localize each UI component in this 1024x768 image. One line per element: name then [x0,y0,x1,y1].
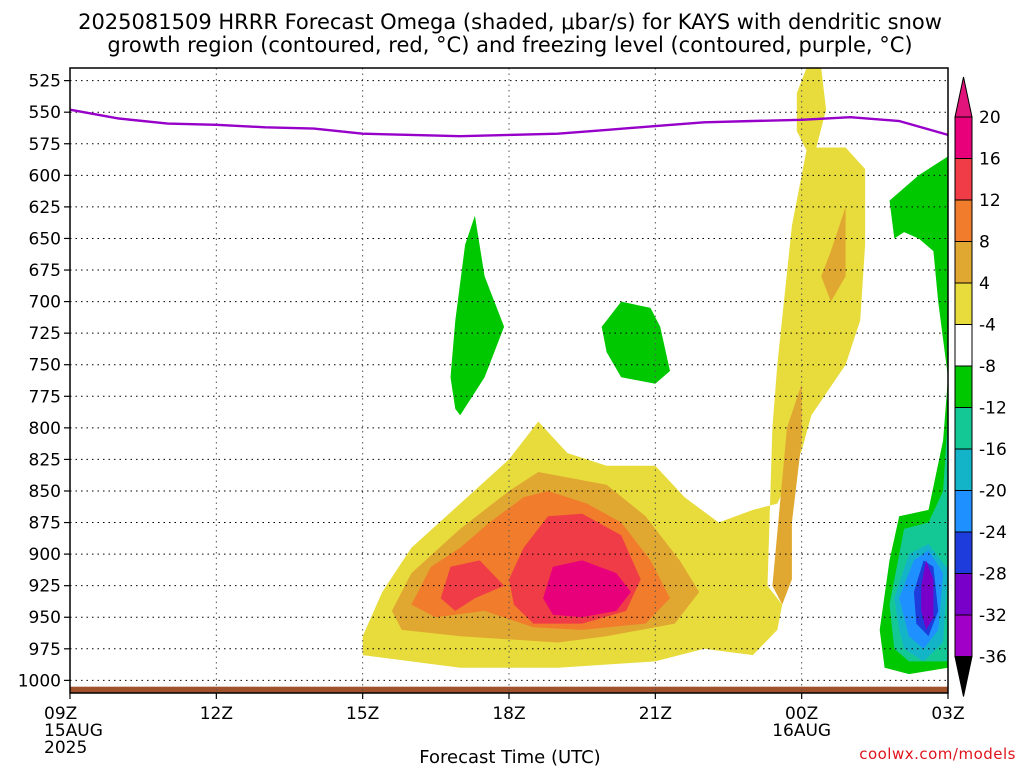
y-tick-label: 950 [29,608,61,628]
colorbar-bottom-arrow [954,656,973,697]
omega-region-8-2 [821,206,846,302]
colorbar-label: -36 [979,648,1007,668]
chart-title-line2: growth region (contoured, red, °C) and f… [107,33,912,57]
y-tick-label: 750 [29,356,61,376]
y-tick-label: 550 [29,103,61,123]
colorbar-label: -16 [979,440,1007,460]
grid-lines [70,68,948,693]
omega-region--24-0 [921,560,934,630]
x-axis-label: Forecast Time (UTC) [419,747,600,768]
credit-label: coolwx.com/models [859,745,1016,763]
colorbar-segment [954,614,973,657]
omega-region-8-1 [772,383,802,605]
colorbar-segment [954,158,973,201]
y-tick-label: 975 [29,640,61,660]
x-tick-label: 12Z [200,704,233,724]
colorbar-label: -4 [979,316,996,336]
y-tick-label: 650 [29,229,61,249]
colorbar-label: -24 [979,523,1007,543]
x-tick-label: 21Z [639,704,672,724]
colorbar-segment [954,531,973,574]
y-tick-label: 875 [29,514,61,534]
y-tick-label: 850 [29,482,61,502]
y-tick-label: 825 [29,450,61,470]
y-tick-label: 675 [29,261,61,281]
colorbar-label: 8 [979,233,990,253]
colorbar-segment [954,241,973,284]
colorbar-label: -28 [979,565,1007,585]
colorbar-label: -20 [979,482,1007,502]
x-tick-label: 15AUG [44,721,103,741]
colorbar-segment [954,116,973,159]
colorbar-label: -8 [979,357,996,377]
chart-title-line1: 2025081509 HRRR Forecast Omega (shaded, … [78,10,942,34]
x-tick-label: 09Z [44,704,77,724]
omega-region-20-0 [543,560,631,618]
y-tick-label: 525 [29,72,61,92]
x-tick-label: 2025 [44,738,87,758]
y-tick-label: 700 [29,293,61,313]
y-tick-label: 1000 [18,671,61,691]
colorbar-top-arrow [954,76,973,118]
y-tick-label: 575 [29,135,61,155]
x-tick-label: 03Z [931,704,964,724]
colorbar-label: 4 [979,274,990,294]
colorbar-label: -32 [979,606,1007,626]
y-tick-label: 800 [29,419,61,439]
x-tick-label: 16AUG [772,721,831,741]
x-tick-label: 00Z [785,704,818,724]
colorbar-segment [954,199,973,242]
plot-area [69,67,949,694]
colorbar-label: -12 [979,399,1007,419]
freezing-level-line [69,108,949,138]
omega-shading [362,68,948,675]
y-tick-label: 775 [29,387,61,407]
y-tick-label: 625 [29,198,61,218]
colorbar-label: 20 [979,108,1001,128]
y-axis: 525 550 575 600 625 650 675 700 725 750 775 800 825 8… [18,72,70,691]
colorbar-label: 12 [979,191,1001,211]
x-tick-label: 18Z [492,704,525,724]
y-tick-label: 725 [29,324,61,344]
colorbar-segment [954,407,973,450]
y-tick-label: 900 [29,545,61,565]
colorbar-segment [954,282,973,325]
colorbar-segment [954,324,973,367]
y-tick-label: 925 [29,577,61,597]
colorbar-segment [954,490,973,533]
colorbar-segment [954,573,973,616]
colorbar-label: 16 [979,150,1001,170]
colorbar-segment [954,448,973,491]
omega-region--4-1 [601,301,670,384]
x-tick-label: 15Z [346,704,379,724]
y-tick-label: 600 [29,166,61,186]
omega-region--4-0 [450,215,505,416]
colorbar-legend: 20 16 12 8 4 -4 -8 -12 -16 -20 -24 -28 -32 -36 [954,76,1007,697]
colorbar-segment [954,365,973,408]
